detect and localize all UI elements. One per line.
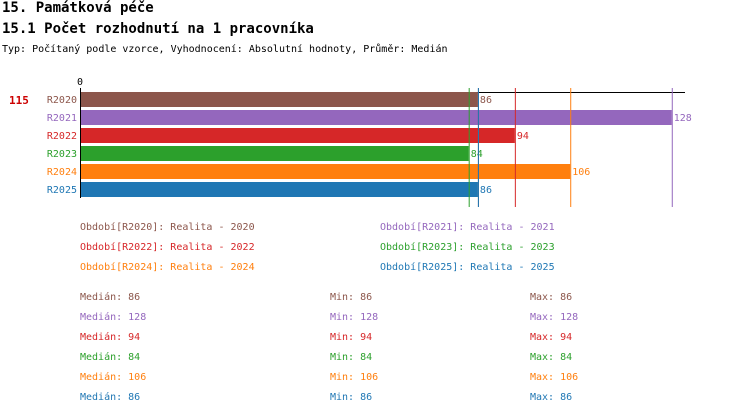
stat-min: Min: 128 [330,312,379,323]
stat-median: Medián: 86 [80,392,141,403]
legend-item: Období[R2022]: Realita - 2022 [80,242,255,253]
legend-item: Období[R2025]: Realita - 2025 [380,262,555,273]
legend-item: Období[R2024]: Realita - 2024 [80,262,255,273]
stat-min: Min: 86 [330,292,373,303]
stat-median: Medián: 94 [80,332,141,343]
bar-r2025 [81,182,478,197]
chart-info: Typ: Počítaný podle vzorce, Vyhodnocení:… [2,44,448,55]
stat-min: Min: 84 [330,352,373,363]
value-label-r2024: 106 [572,167,590,178]
stat-min: Min: 94 [330,332,373,343]
stat-max: Max: 128 [530,312,579,323]
legend-item: Období[R2023]: Realita - 2023 [380,242,555,253]
bar-r2021 [81,110,672,125]
bar-r2023 [81,146,469,161]
value-label-r2023: 84 [471,149,483,160]
bar-r2024 [81,164,571,179]
category-label-r2021: R2021 [47,113,77,124]
stat-max: Max: 86 [530,392,573,403]
category-label-r2022: R2022 [47,131,77,142]
highlight-value: 115 [9,94,29,107]
legend-item: Období[R2020]: Realita - 2020 [80,222,255,233]
page-title: 15. Památková péče [2,0,154,16]
value-label-r2025: 86 [480,185,492,196]
category-label-r2023: R2023 [47,149,77,160]
stat-min: Min: 86 [330,392,373,403]
category-label-r2020: R2020 [47,95,77,106]
stat-median: Medián: 86 [80,292,141,303]
stat-max: Max: 86 [530,292,573,303]
stat-median: Medián: 106 [80,372,147,383]
stat-median: Medián: 128 [80,312,147,323]
category-label-r2024: R2024 [47,167,77,178]
stat-max: Max: 94 [530,332,573,343]
bar-r2022 [81,128,515,143]
stat-max: Max: 106 [530,372,579,383]
stat-min: Min: 106 [330,372,379,383]
axis-zero-label: 0 [77,77,83,88]
chart-title: 15.1 Počet rozhodnutí na 1 pracovníka [2,21,314,37]
stat-max: Max: 84 [530,352,573,363]
legend-item: Období[R2021]: Realita - 2021 [380,222,555,233]
category-label-r2025: R2025 [47,185,77,196]
value-label-r2020: 86 [480,95,492,106]
bar-r2020 [81,92,478,107]
value-label-r2022: 94 [517,131,529,142]
value-label-r2021: 128 [674,113,692,124]
stat-median: Medián: 84 [80,352,141,363]
